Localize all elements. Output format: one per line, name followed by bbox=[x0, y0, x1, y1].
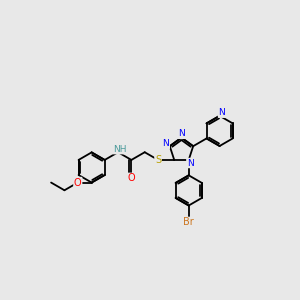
Text: N: N bbox=[187, 158, 194, 167]
Text: N: N bbox=[178, 129, 185, 138]
Text: O: O bbox=[128, 173, 135, 183]
Text: N: N bbox=[218, 108, 225, 117]
Text: Br: Br bbox=[183, 218, 194, 227]
Text: NH: NH bbox=[113, 145, 126, 154]
Text: O: O bbox=[74, 178, 82, 188]
Text: N: N bbox=[163, 139, 169, 148]
Text: S: S bbox=[155, 155, 161, 165]
